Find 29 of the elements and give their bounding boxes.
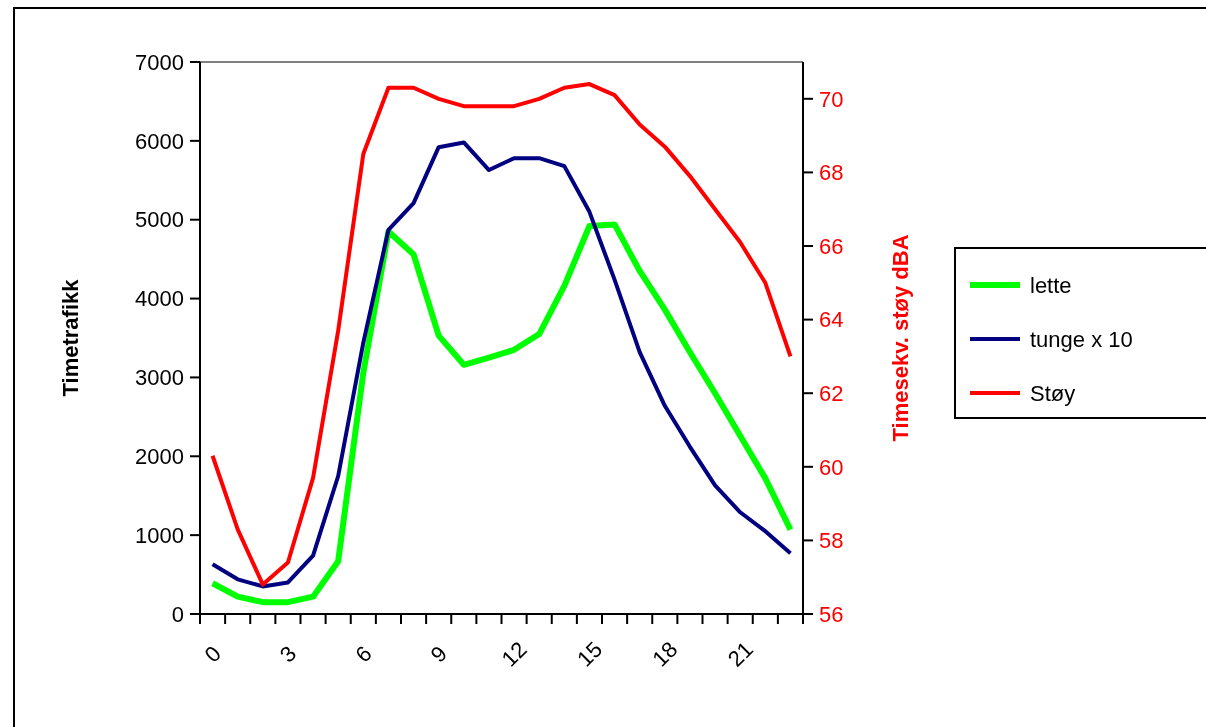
y-tick-label: 6000 (135, 128, 184, 154)
x-tick-label: 3 (274, 640, 302, 668)
y-axis-title: Timetrafikk (58, 278, 83, 397)
y2-tick-label: 58 (819, 528, 844, 554)
x-tick-label: 6 (350, 640, 377, 668)
y2-tick-label: 66 (819, 233, 844, 259)
y2-tick-label: 64 (819, 307, 844, 333)
x-tick-label: 0 (199, 640, 226, 668)
legend-label: lette (1030, 272, 1072, 298)
y2-tick-label: 56 (819, 601, 844, 627)
y-tick-label: 3000 (135, 365, 184, 391)
y-tick-label: 4000 (135, 286, 184, 312)
y2-tick-label: 60 (819, 454, 844, 480)
y-tick-label: 2000 (135, 443, 184, 469)
y2-tick-label: 68 (819, 160, 844, 186)
legend-label: Støy (1030, 380, 1076, 406)
y-tick-label: 0 (171, 601, 184, 627)
x-tick-label: 9 (425, 640, 452, 668)
x-tick-label: 12 (496, 636, 532, 672)
x-tick-label: 21 (722, 636, 758, 672)
y2-axis-title: Timesekv. støy dBA (888, 234, 913, 442)
x-tick-label: 15 (572, 636, 608, 672)
x-tick-label: 18 (647, 636, 683, 672)
y-tick-label: 7000 (135, 49, 184, 75)
y2-tick-label: 70 (819, 86, 844, 112)
y2-tick-label: 62 (819, 380, 844, 406)
legend-label: tunge x 10 (1030, 326, 1133, 352)
y-tick-label: 1000 (135, 522, 184, 548)
y-tick-label: 5000 (135, 207, 184, 233)
